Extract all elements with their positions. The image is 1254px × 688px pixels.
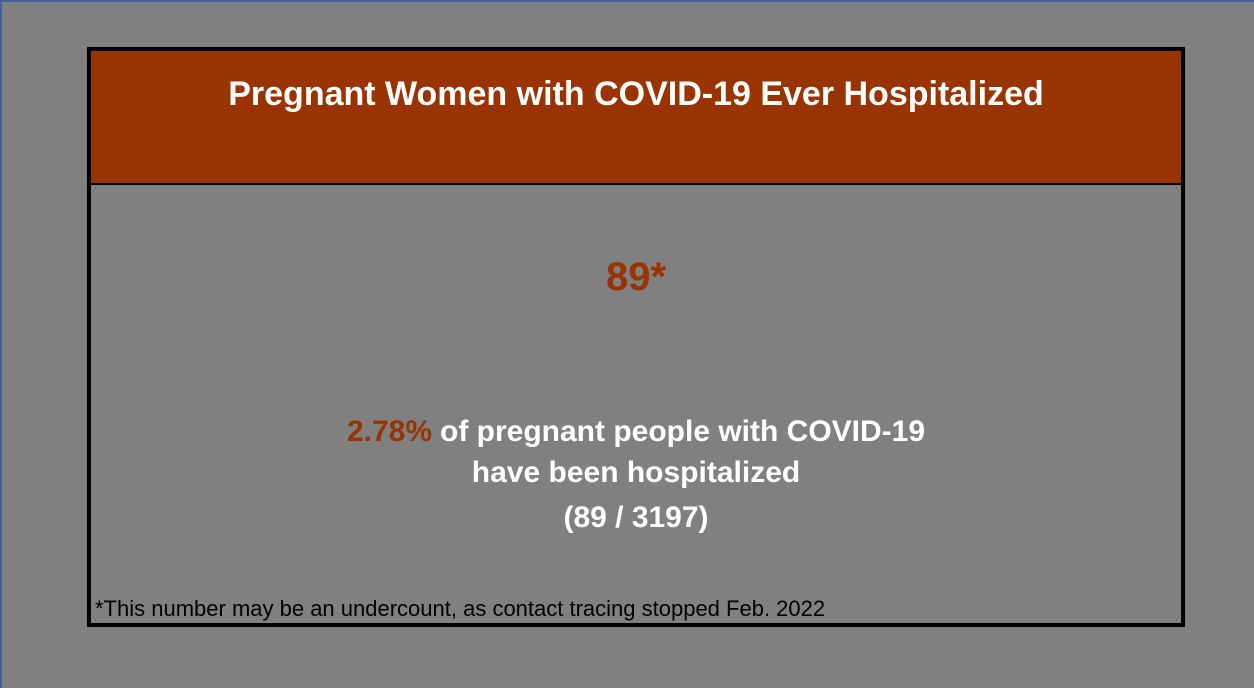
card: Pregnant Women with COVID-19 Ever Hospit… — [87, 47, 1185, 627]
count: 89* — [605, 255, 667, 299]
summary-line: have been hospitalized — [471, 456, 801, 489]
footnote: *This number may be an undercount, as co… — [95, 596, 826, 621]
card-header: Pregnant Women with COVID-19 Ever Hospit… — [91, 51, 1181, 185]
summary-line: (89 / 3197) — [563, 501, 709, 534]
title: Pregnant Women with COVID-19 Ever Hospit… — [228, 75, 1044, 113]
summary-text: of pregnant people with COVID-19 — [440, 415, 926, 448]
summary-line: 2.78% of pregnant people with COVID-19 — [91, 415, 1181, 449]
percent: 2.78% — [346, 415, 433, 448]
